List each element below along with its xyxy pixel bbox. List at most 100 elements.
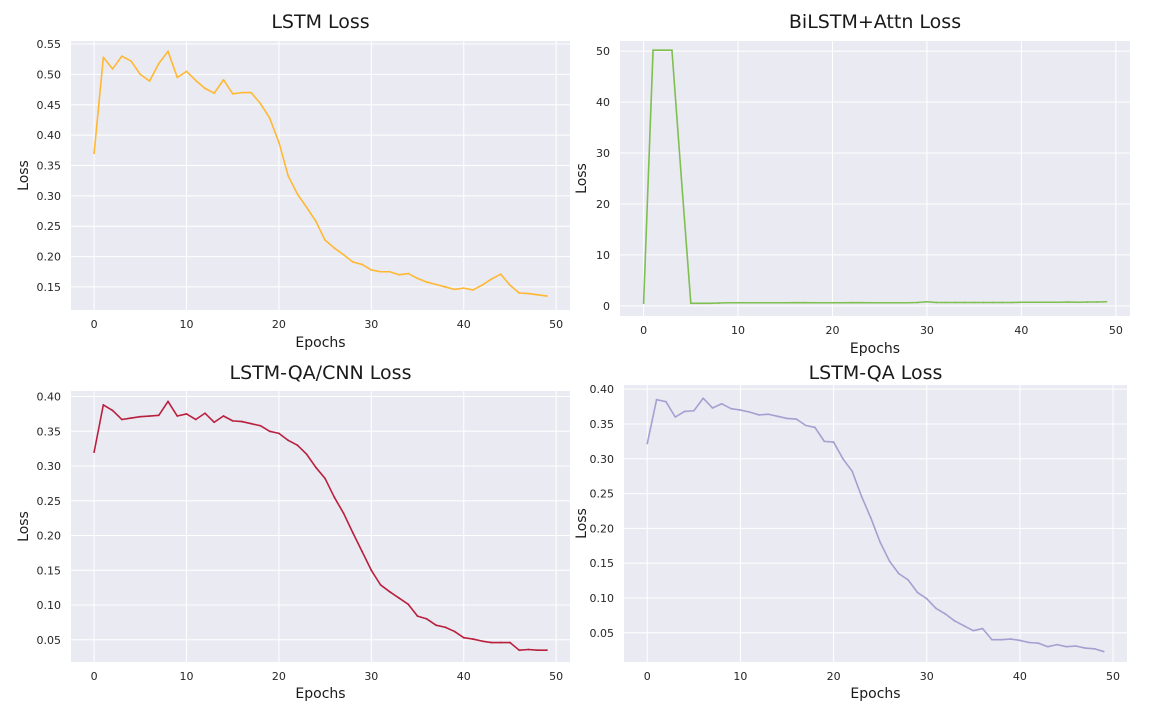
data-point	[250, 91, 253, 94]
data-point	[472, 638, 474, 640]
data-point	[425, 618, 428, 620]
data-point	[435, 283, 437, 286]
data-point	[758, 414, 760, 416]
data-point	[139, 73, 142, 76]
x-tick-label: 30	[364, 670, 378, 683]
y-tick-label: 0.15	[590, 557, 615, 570]
data-point	[462, 636, 465, 639]
data-point	[259, 102, 262, 105]
chart-panel-1: 0 10 20 30 40 50 0.15 0.20 0.25 0.30 0.35 0.40 0.45 0…	[16, 11, 570, 351]
data-point	[831, 301, 834, 304]
y-tick-label: 10	[596, 249, 610, 262]
data-point	[655, 398, 658, 401]
data-point	[897, 301, 900, 304]
data-point	[992, 301, 994, 304]
data-point	[795, 418, 798, 421]
data-point	[944, 613, 947, 615]
data-point	[416, 277, 419, 280]
data-point	[120, 418, 123, 421]
data-point	[167, 400, 169, 403]
data-point	[176, 76, 179, 79]
y-tick-label: 0.40	[37, 129, 62, 142]
data-point	[776, 415, 779, 418]
data-point	[157, 414, 160, 417]
x-tick-label: 20	[827, 670, 841, 683]
data-point	[305, 453, 308, 456]
y-axis-label: Loss	[574, 508, 590, 539]
data-point	[499, 273, 502, 276]
data-point	[287, 174, 290, 177]
data-point	[916, 591, 919, 594]
x-tick-label: 50	[549, 670, 563, 683]
data-point	[379, 270, 382, 273]
data-point	[680, 177, 683, 180]
data-point	[1000, 638, 1003, 641]
data-point	[1011, 301, 1013, 304]
plot-area	[71, 391, 570, 662]
x-tick-label: 0	[644, 670, 651, 683]
y-tick-label: 0.30	[37, 190, 62, 203]
data-point	[462, 287, 465, 290]
data-point	[699, 302, 702, 305]
x-tick-label: 30	[364, 318, 378, 331]
x-tick-label: 0	[91, 670, 98, 683]
data-point	[157, 62, 160, 65]
data-point	[646, 442, 649, 445]
x-tick-label: 0	[91, 318, 98, 331]
data-point	[878, 301, 881, 304]
data-point	[536, 293, 539, 296]
data-point	[444, 286, 447, 288]
data-point	[954, 301, 957, 304]
data-point	[832, 441, 835, 443]
data-point	[111, 68, 114, 70]
data-point	[727, 301, 730, 304]
data-point	[786, 417, 788, 420]
x-tick-label: 20	[272, 318, 286, 331]
x-axis-label: Epochs	[850, 341, 900, 357]
data-point	[804, 424, 807, 427]
data-point	[1028, 641, 1031, 644]
data-point	[527, 292, 530, 295]
data-point	[241, 420, 243, 423]
data-point	[268, 117, 271, 120]
x-tick-label: 50	[1106, 670, 1120, 683]
data-point	[194, 418, 197, 421]
data-point	[869, 301, 872, 304]
data-point	[720, 402, 723, 405]
y-tick-label: 0.20	[37, 530, 62, 543]
data-point	[93, 152, 96, 155]
data-point	[1077, 301, 1079, 304]
data-point	[859, 301, 862, 304]
data-point	[416, 615, 419, 618]
data-point	[222, 415, 225, 417]
chart-title: LSTM-QA/CNN Loss	[230, 362, 412, 384]
data-point	[730, 407, 733, 410]
data-point	[822, 301, 824, 304]
data-point	[1086, 301, 1089, 303]
data-point	[746, 301, 749, 304]
data-point	[453, 630, 456, 633]
data-point	[665, 400, 667, 403]
data-point	[689, 302, 692, 305]
data-point	[342, 512, 345, 515]
data-point	[982, 301, 985, 304]
data-point	[388, 270, 391, 273]
data-point	[139, 415, 142, 418]
data-point	[907, 578, 910, 581]
y-axis-label: Loss	[16, 511, 32, 542]
data-point	[398, 597, 400, 599]
data-point	[674, 416, 677, 418]
data-point	[370, 569, 373, 572]
data-point	[803, 301, 806, 304]
plot-area	[620, 41, 1130, 316]
data-point	[1093, 647, 1096, 650]
y-tick-label: 0.15	[37, 564, 62, 577]
y-tick-label: 0.35	[590, 418, 615, 431]
data-point	[176, 415, 179, 417]
x-tick-label: 40	[457, 670, 471, 683]
data-point	[1058, 301, 1061, 304]
y-tick-label: 0.05	[590, 627, 615, 640]
x-tick-label: 50	[549, 318, 563, 331]
data-point	[241, 91, 243, 94]
data-point	[879, 541, 882, 544]
